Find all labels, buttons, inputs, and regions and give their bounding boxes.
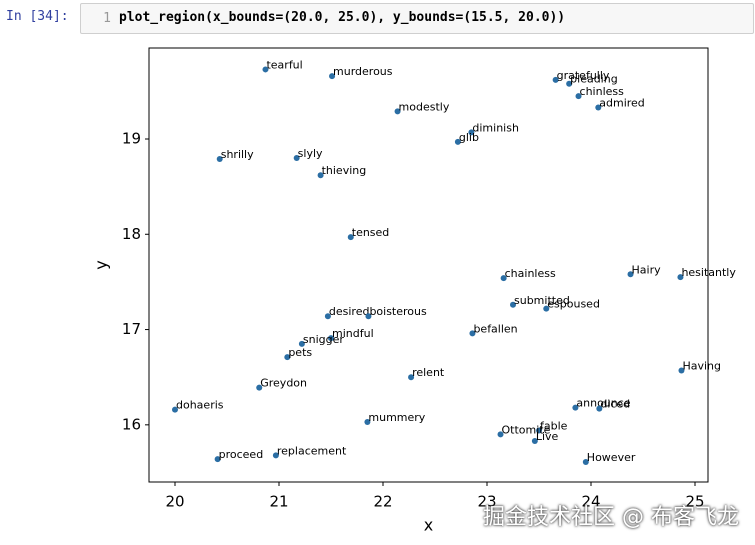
point: [572, 404, 579, 411]
watermark: 掘金技术社区 @ 布客飞龙: [483, 505, 739, 530]
point-label: diced: [600, 398, 630, 411]
point-label: modestly: [399, 100, 450, 113]
point: [552, 76, 559, 83]
point-label: diminish: [472, 121, 519, 134]
point-label: glib: [459, 131, 479, 144]
point: [394, 108, 401, 115]
y-tick-label: 19: [122, 129, 141, 147]
point-label: announce: [576, 397, 630, 410]
point-label: desired: [329, 305, 370, 318]
x-tick-label: 23: [477, 493, 496, 511]
point: [596, 405, 603, 412]
point-label: mindful: [332, 327, 374, 340]
point: [365, 313, 372, 320]
point-label: Ottomite: [502, 423, 551, 436]
point-label: Having: [682, 360, 721, 373]
point: [531, 438, 538, 445]
point: [678, 367, 685, 374]
point-label: However: [587, 451, 636, 464]
point: [566, 80, 573, 87]
plot-frame: [148, 47, 709, 483]
x-tick-label: 25: [685, 493, 704, 511]
point-label: chainless: [505, 267, 556, 280]
x-tick-label: 20: [165, 493, 184, 511]
point: [595, 104, 602, 111]
point: [510, 301, 516, 308]
point: [364, 418, 371, 425]
y-tick-label: 17: [122, 320, 141, 338]
code-cell[interactable]: 1 plot_region(x_bounds=(20.0, 25.0), y_b…: [80, 3, 754, 34]
point-label: fable: [540, 420, 568, 433]
point: [298, 340, 305, 347]
point: [328, 335, 334, 342]
point: [262, 66, 269, 73]
point-label: befallen: [473, 322, 517, 335]
cell-prompt: In [34]:: [6, 9, 69, 24]
point-label: snigger: [303, 333, 344, 346]
point-label: shrilly: [221, 148, 254, 161]
point: [468, 129, 475, 136]
point-label: slyly: [298, 147, 323, 160]
point: [172, 406, 178, 413]
point-label: murderous: [333, 65, 393, 78]
point-label: submitted: [514, 294, 570, 307]
x-tick-label: 22: [373, 493, 392, 511]
point-label: relent: [412, 366, 445, 379]
point-label: mummery: [368, 411, 425, 424]
point: [627, 271, 634, 278]
point-label: replacement: [277, 444, 347, 457]
point-label: gratefully: [557, 69, 610, 82]
point: [469, 330, 476, 337]
point: [256, 384, 263, 391]
point: [214, 456, 221, 463]
point: [329, 73, 336, 80]
point-label: boisterous: [369, 305, 427, 318]
point: [497, 431, 504, 438]
point-label: chinless: [580, 85, 625, 98]
point-label: admired: [599, 97, 645, 110]
y-axis-label: y: [92, 260, 111, 269]
point-label: tearful: [266, 58, 302, 71]
point: [293, 155, 300, 162]
point-label: Hairy: [632, 263, 662, 276]
point: [284, 354, 291, 361]
point-label: hesitantly: [681, 266, 736, 279]
point: [272, 452, 279, 459]
point: [347, 234, 354, 241]
point: [317, 172, 324, 179]
point-label: pleading: [570, 73, 618, 86]
point-label: Greydon: [260, 377, 307, 390]
point: [454, 138, 461, 145]
point: [543, 305, 550, 312]
point: [677, 274, 684, 281]
point-label: thieving: [322, 164, 367, 177]
x-tick-label: 24: [581, 493, 600, 511]
chart: 20 21 22 23 24 25 16 17 18 19 x y tearful murderous mo…: [92, 47, 736, 535]
point-label: Live: [536, 430, 559, 443]
x-axis-label: x: [424, 516, 433, 535]
point: [408, 374, 415, 381]
point-label: proceed: [219, 448, 264, 461]
point: [582, 458, 589, 465]
point: [575, 93, 582, 100]
point-label: pets: [288, 346, 312, 359]
x-tick-label: 21: [269, 493, 288, 511]
code: plot_region(x_bounds=(20.0, 25.0), y_bou…: [119, 10, 566, 25]
y-tick-label: 18: [122, 225, 141, 243]
line-number: 1: [103, 11, 111, 26]
point-label: tensed: [352, 226, 390, 239]
y-tick-label: 16: [122, 415, 141, 433]
point-label: dohaeris: [176, 399, 224, 412]
point: [500, 275, 507, 282]
point: [536, 427, 542, 434]
point: [216, 156, 223, 163]
point-label: espoused: [547, 298, 600, 311]
point: [324, 313, 331, 320]
